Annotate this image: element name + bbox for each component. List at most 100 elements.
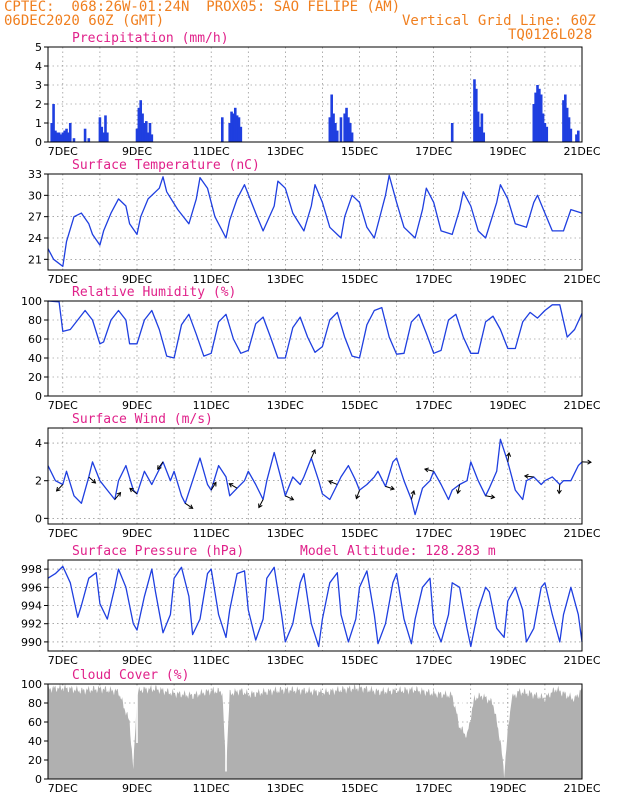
precip-bar (332, 113, 335, 142)
wind-arrow (355, 489, 360, 499)
x-tick-label: 11DEC (193, 654, 230, 667)
panel-title: Surface Pressure (hPa) (72, 544, 244, 559)
precip-bar (148, 123, 152, 142)
x-tick-label: 13DEC (267, 782, 304, 795)
precip-bar (139, 100, 143, 142)
precip-bar (350, 132, 354, 142)
y-tick-label: 60 (28, 333, 42, 346)
x-tick-label: 7DEC (48, 654, 78, 667)
precip-bar (339, 117, 343, 142)
x-tick-label: 9DEC (122, 399, 152, 412)
panel-0: 0 1 2 3 4 5 7DEC 9DEC 11DEC 13DEC 15DEC 17DEC 19DEC 2… (35, 31, 601, 158)
wind-arrow-head (355, 494, 360, 500)
x-tick-label: 9DEC (122, 527, 152, 540)
precip-bar (534, 92, 537, 142)
precip-bar (482, 132, 486, 142)
cloud-gap (136, 686, 138, 743)
wind-arrow (410, 490, 415, 500)
precip-bar (334, 123, 337, 142)
cloud-gap (499, 686, 502, 739)
cloud-gap (225, 686, 227, 772)
precip-bar (146, 132, 150, 142)
panel-title: Relative Humidity (%) (72, 285, 236, 300)
x-tick-label: 19DEC (489, 399, 526, 412)
wind-arrow-head (258, 503, 263, 509)
x-tick-label: 13DEC (267, 399, 304, 412)
wind-arrow (485, 495, 495, 498)
precip-bar (335, 130, 339, 142)
wind-arrow (385, 485, 395, 490)
x-tick-label: 11DEC (193, 145, 230, 158)
precip-bar (61, 132, 65, 142)
wind-arrow-head (55, 486, 61, 492)
wind-arrow-head (116, 491, 122, 497)
precip-bar (328, 117, 332, 142)
precip-bar (545, 126, 549, 142)
x-tick-label: 21DEC (563, 527, 600, 540)
wind-arrow (184, 502, 193, 509)
precip-bar (480, 113, 484, 142)
x-tick-label: 11DEC (193, 399, 230, 412)
x-tick-label: 21DEC (563, 273, 600, 286)
precip-bar (543, 123, 547, 142)
precip-bar (63, 130, 66, 142)
y-tick-label: 0 (35, 390, 42, 403)
y-tick-label: 27 (28, 211, 42, 224)
wind-arrow (129, 487, 138, 495)
wind-arrow-head (410, 489, 416, 495)
precip-bar (68, 123, 72, 142)
x-tick-label: 13DEC (267, 654, 304, 667)
wind-arrow-head (91, 478, 97, 484)
y-tick-label: 0 (35, 512, 42, 525)
x-tick-label: 9DEC (122, 273, 152, 286)
y-tick-label: 4 (35, 437, 42, 450)
wind-arrow (457, 484, 461, 494)
wind-arrow-head (228, 483, 234, 488)
precip-bar (536, 85, 539, 142)
precip-bar (50, 123, 54, 142)
y-tick-label: 2 (35, 475, 42, 488)
wind-arrow (56, 484, 64, 492)
y-tick-label: 994 (21, 600, 42, 613)
wind-arrow-head (311, 449, 316, 454)
y-tick-label: 1 (35, 117, 42, 130)
precip-bar (87, 138, 91, 142)
wind-arrow (210, 482, 217, 491)
x-tick-label: 15DEC (341, 273, 378, 286)
precip-bar (55, 132, 59, 142)
wind-arrow (114, 492, 121, 500)
x-tick-label: 21DEC (563, 145, 600, 158)
wind-arrow (524, 475, 534, 478)
y-tick-label: 40 (28, 735, 42, 748)
x-tick-label: 17DEC (415, 145, 452, 158)
header-date: 06DEC2020 60Z (GMT) (4, 13, 165, 29)
x-tick-label: 9DEC (122, 145, 152, 158)
wind-arrow (229, 483, 238, 489)
wind-arrow-head (523, 473, 529, 479)
precip-bar (576, 130, 580, 142)
precip-bar (144, 121, 148, 142)
panel-title: Precipitation (mm/h) (72, 31, 229, 46)
wind-arrow (88, 476, 96, 484)
precip-bar (228, 123, 232, 142)
x-tick-label: 7DEC (48, 145, 78, 158)
wind-arrow (258, 499, 264, 508)
precip-bar (102, 132, 105, 142)
precip-bar (59, 134, 63, 142)
wind-arrow (507, 452, 510, 462)
precip-bar (343, 113, 346, 142)
wind-arrow-head (506, 452, 512, 457)
wind-arrow (558, 484, 561, 494)
panel-frame (47, 46, 583, 143)
precip-bar (72, 138, 76, 142)
y-tick-label: 30 (28, 189, 42, 202)
precip-bar (100, 126, 104, 142)
precip-bar (330, 94, 333, 142)
y-tick-label: 3 (35, 79, 42, 92)
y-tick-label: 20 (28, 371, 42, 384)
x-tick-label: 9DEC (122, 782, 152, 795)
x-tick-label: 21DEC (563, 782, 600, 795)
precip-bar (538, 88, 541, 142)
panel-3: 0 2 4 7DEC 9DEC 11DEC 13DEC 15DEC 17DEC 19DEC 21DE… (35, 412, 601, 540)
precip-bar (52, 104, 55, 142)
